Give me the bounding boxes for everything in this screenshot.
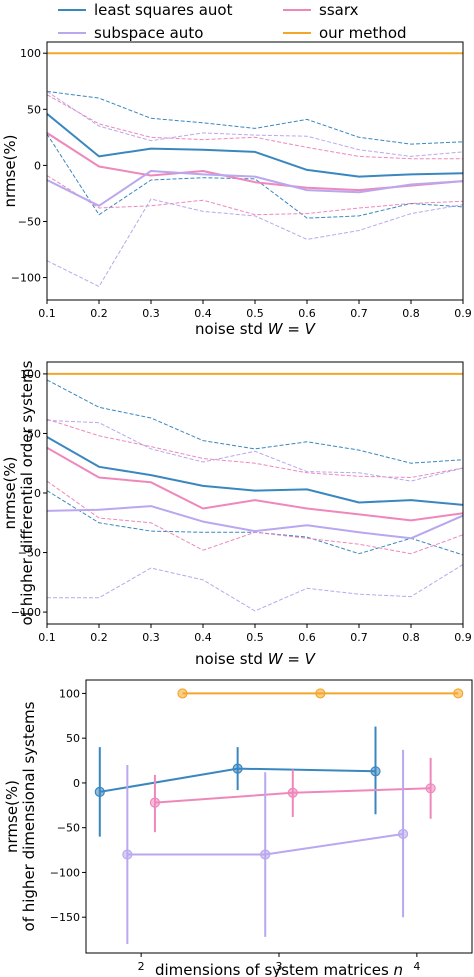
data-point: [287, 787, 298, 798]
series-bound-line: [47, 175, 463, 216]
x-tick-label: 4: [413, 960, 420, 973]
axes-frame: [46, 361, 464, 625]
x-tick-label: 0.1: [38, 631, 56, 644]
series-bound-line: [47, 418, 463, 478]
x-tick-label: 0.3: [142, 631, 160, 644]
x-tick-label: 0.5: [246, 307, 264, 320]
x-tick-label: 0.2: [90, 631, 108, 644]
data-point: [232, 763, 243, 774]
series-bound-line: [47, 94, 463, 160]
plot-area: [47, 52, 463, 287]
x-tick-label: 0.6: [298, 631, 316, 644]
data-point: [177, 688, 188, 699]
data-point: [149, 797, 161, 808]
series-line: [47, 113, 463, 178]
y-tick-label: −100: [11, 606, 41, 619]
x-tick-label: 0.5: [246, 631, 264, 644]
y-tick-label: 50: [66, 732, 80, 745]
series-line: [47, 446, 463, 522]
x-tick-label: 2: [138, 960, 145, 973]
series-line: [47, 132, 463, 192]
x-axis-label: noise std W = V: [195, 320, 317, 338]
plot-area: [47, 372, 463, 612]
y-axis-label: nrmse(%): [1, 456, 19, 529]
series-line: [47, 436, 463, 506]
x-tick-label: 0.9: [454, 307, 472, 320]
legend-label: least squares auot: [94, 1, 233, 19]
data-point: [94, 786, 105, 797]
x-tick-label: 0.9: [454, 631, 472, 644]
y-tick-label: 100: [59, 687, 80, 700]
y-tick-label: −50: [18, 547, 41, 560]
data-point: [260, 849, 271, 860]
panel-higher-differential-order: 0.1 0.2 0.3 0.4 0.5 0.6 0.7 0.8 0.9 −100 −50 0 50 100…: [1, 360, 472, 668]
panel-higher-dimensional: 2 3 4 −150 −100 −50 0 50 100 dimensions of system…: [3, 679, 473, 977]
y-tick-label: 50: [27, 427, 41, 440]
y-tick-label: −150: [50, 911, 80, 924]
legend-label: ssarx: [319, 1, 359, 19]
axes-frame: [46, 41, 464, 301]
series-bound-line: [47, 133, 463, 219]
series-bound-line: [47, 419, 463, 482]
data-point: [315, 688, 326, 699]
series-bound-line: [47, 198, 463, 287]
y-tick-label: −50: [18, 215, 41, 228]
y-axis-label: nrmse(%): [3, 780, 21, 853]
x-tick-label: 0.6: [298, 307, 316, 320]
y-tick-label: 100: [20, 368, 41, 381]
x-tick-label: 0.7: [350, 631, 368, 644]
y-tick-label: 0: [73, 777, 80, 790]
y-tick-label: 0: [34, 487, 41, 500]
data-point: [397, 828, 409, 840]
data-point: [425, 783, 436, 794]
legend: least squares auot ssarx subspace auto our …: [58, 1, 407, 42]
series-bound-line: [47, 90, 463, 157]
series-bound-line: [47, 90, 463, 145]
y-tick-label: −100: [11, 272, 41, 285]
y-tick-label: 50: [27, 103, 41, 116]
data-point: [453, 688, 464, 699]
plot-area: [94, 688, 464, 945]
series-bound-line: [47, 564, 463, 612]
x-axis-label: dimensions of system matrices n: [155, 961, 403, 977]
x-tick-label: 0.8: [402, 307, 420, 320]
x-tick-label: 0.4: [194, 631, 212, 644]
y-tick-label: 0: [34, 159, 41, 172]
y-axis-label: of higher dimensional systems: [20, 701, 38, 931]
series-bound-line: [47, 379, 463, 464]
y-tick-label: −100: [50, 866, 80, 879]
x-tick-label: 0.2: [90, 307, 108, 320]
panel-noise-std: 0.1 0.2 0.3 0.4 0.5 0.6 0.7 0.8 0.9 −100 −50 0 50 100…: [1, 41, 472, 338]
data-point: [370, 766, 381, 777]
x-tick-label: 0.3: [142, 307, 160, 320]
y-tick-label: 100: [20, 47, 41, 60]
series-bound-line: [47, 480, 463, 555]
y-axis-label: nrmse(%): [1, 134, 19, 207]
x-tick-label: 3: [276, 960, 283, 973]
x-tick-label: 0.1: [38, 307, 56, 320]
legend-label: our method: [319, 24, 407, 42]
x-axis-label: noise std W = V: [195, 650, 317, 668]
series-line: [47, 505, 463, 540]
legend-label: subspace auto: [94, 24, 203, 42]
x-tick-label: 0.7: [350, 307, 368, 320]
y-tick-label: −50: [57, 822, 80, 835]
x-tick-label: 0.4: [194, 307, 212, 320]
series-line: [47, 170, 463, 207]
axes-frame: [85, 679, 473, 954]
y-axis-label: of higher differential order systems: [18, 360, 36, 625]
x-tick-label: 0.8: [402, 631, 420, 644]
data-point: [122, 849, 133, 860]
